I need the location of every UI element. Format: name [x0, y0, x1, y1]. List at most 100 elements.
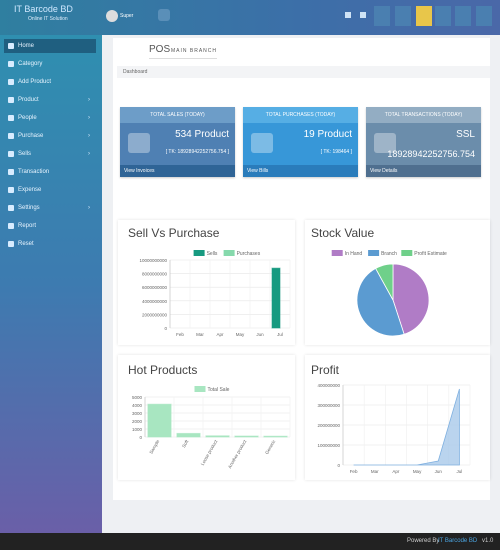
brand[interactable]: IT Barcode BD	[14, 4, 73, 14]
y-tick-label: 4000000000	[142, 299, 168, 304]
nav-item[interactable]: People ›	[4, 111, 96, 125]
icon-button[interactable]	[395, 6, 411, 26]
chart-title: Stock Value	[311, 226, 374, 240]
y-tick-label: 0	[139, 435, 142, 440]
y-tick-label: 5000	[132, 395, 143, 400]
nav-item[interactable]: Report	[4, 219, 96, 233]
nav-icon	[8, 133, 14, 139]
x-tick-label: Another product	[227, 438, 248, 469]
legend-label: Total Sale	[208, 387, 230, 393]
stat-card: TOTAL SALES (TODAY) 534 Product [ TK: 1892…	[120, 107, 235, 177]
nav-item[interactable]: Home	[4, 39, 96, 53]
y-tick-label: 6000000000	[142, 285, 168, 290]
legend-swatch	[331, 250, 343, 256]
y-tick-label: 8000000000	[142, 272, 168, 277]
breadcrumb[interactable]: Dashboard	[123, 69, 148, 75]
area	[353, 388, 460, 466]
icon-button[interactable]	[476, 6, 492, 26]
nav-arrow: ›	[88, 115, 90, 121]
nav-arrow: ›	[88, 97, 90, 103]
card-title: TOTAL PURCHASES (TODAY)	[243, 107, 358, 123]
footer-link[interactable]: IT Barcode BD	[438, 538, 478, 544]
card-link[interactable]: View Invoices	[120, 165, 235, 177]
card-link[interactable]: View Details	[366, 165, 481, 177]
icon[interactable]	[360, 12, 366, 18]
card-main: SSL	[456, 129, 475, 140]
footer-version: v1.0	[482, 538, 494, 544]
y-tick-label: 1000	[132, 427, 143, 432]
nav-item[interactable]: Product ›	[4, 93, 96, 107]
footer: Powered By IT Barcode BD v1.0	[0, 533, 500, 550]
user-name[interactable]: Super	[120, 13, 134, 19]
sidebar: Home Category Add Product Product › People › Pu…	[0, 35, 102, 533]
footer-text: Powered By	[407, 538, 440, 544]
nav-item[interactable]: Sells ›	[4, 147, 96, 161]
icon-button[interactable]	[435, 6, 451, 26]
chart-title: Sell Vs Purchase	[128, 226, 220, 240]
legend-swatch	[223, 250, 235, 256]
y-tick-label: 400000000	[317, 383, 340, 388]
nav-arrow: ›	[88, 205, 90, 211]
card-main: 534 Product	[175, 129, 229, 140]
nav-item[interactable]: Expense	[4, 183, 96, 197]
bar	[205, 435, 230, 438]
chart-title: Hot Products	[128, 363, 197, 377]
nav-icon	[8, 43, 14, 49]
y-tick-label: 0	[164, 326, 167, 331]
bar	[271, 267, 281, 329]
y-tick-label: 100000000	[317, 443, 340, 448]
x-tick-label: Mar	[371, 469, 379, 474]
icon-button[interactable]	[416, 6, 432, 26]
bar	[147, 403, 172, 438]
nav-arrow: ›	[88, 151, 90, 157]
x-tick-label: May	[236, 332, 245, 337]
nav-item[interactable]: Add Product	[4, 75, 96, 89]
x-tick-label: Jul	[277, 332, 283, 337]
nav-item[interactable]: Purchase ›	[4, 129, 96, 143]
card-link[interactable]: View Bills	[243, 165, 358, 177]
stat-card: TOTAL PURCHASES (TODAY) 19 Product [ TK: 1…	[243, 107, 358, 177]
card-icon	[128, 133, 150, 153]
x-tick-label: Generic	[264, 438, 277, 455]
nav-icon	[8, 97, 14, 103]
x-tick-label: May	[413, 469, 422, 474]
charts: Sell Vs Purchase Sells Purchases 0 200000000…	[128, 226, 471, 474]
chart-panel	[118, 220, 295, 345]
card-main: 19 Product	[303, 129, 352, 140]
nav-arrow: ›	[88, 133, 90, 139]
avatar[interactable]	[106, 10, 118, 22]
pie-slice	[392, 263, 430, 335]
nav-item[interactable]: Category	[4, 57, 96, 71]
y-tick-label: 0	[337, 463, 340, 468]
page-title: POS	[149, 44, 171, 55]
card-body: 19 Product [ TK: 198464 ]	[243, 123, 358, 165]
legend-label: Purchases	[237, 251, 261, 257]
x-tick-label: Jun	[256, 332, 264, 337]
y-tick-label: 3000	[132, 411, 143, 416]
nav-icon	[8, 151, 14, 157]
y-tick-label: 2000	[132, 419, 143, 424]
y-tick-label: 200000000	[317, 423, 340, 428]
pie-slice	[356, 267, 405, 337]
icon-button[interactable]	[374, 6, 390, 26]
dropdown[interactable]	[158, 9, 170, 21]
y-tick-label: 4000	[132, 403, 143, 408]
nav-icon	[8, 79, 14, 85]
x-tick-label: Sample	[148, 439, 160, 455]
icon[interactable]	[345, 12, 351, 18]
stat-card: TOTAL TRANSACTIONS (TODAY) SSL 18928942252…	[366, 107, 481, 177]
legend-label: Branch	[381, 251, 397, 257]
card-sub: 18928942252756.754	[387, 149, 475, 159]
nav-item[interactable]: Settings ›	[4, 201, 96, 215]
nav-icon	[8, 169, 14, 175]
nav-item[interactable]: Reset	[4, 237, 96, 251]
icon-button[interactable]	[455, 6, 471, 26]
legend-label: Sells	[207, 251, 218, 257]
legend-swatch	[194, 386, 206, 392]
y-tick-label: 300000000	[317, 403, 340, 408]
nav-item[interactable]: Transaction	[4, 165, 96, 179]
x-tick-label: Apr	[216, 332, 224, 337]
legend-swatch	[401, 250, 413, 256]
top-bar: IT Barcode BD Online IT Solution Super	[0, 0, 500, 35]
nav-icon	[8, 115, 14, 121]
